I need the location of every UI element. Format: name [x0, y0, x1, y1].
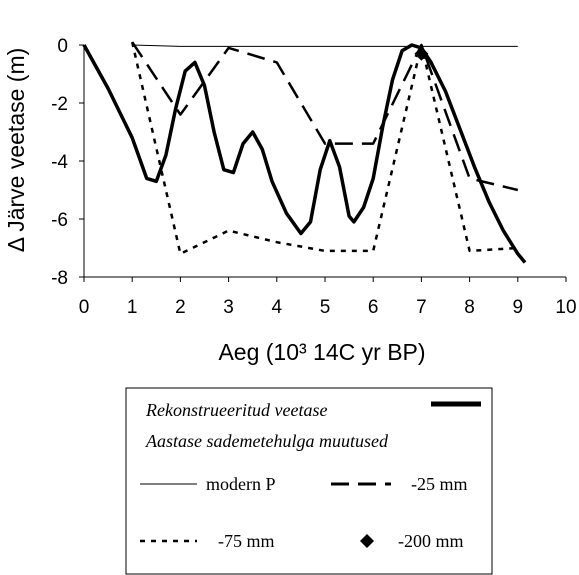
y-tick-label: 0 [57, 36, 68, 57]
x-tick-label: 2 [175, 297, 186, 318]
x-tick-label: 7 [416, 297, 427, 318]
x-tick-label: 0 [79, 297, 90, 318]
legend-swatch-200mm-diamond [360, 534, 374, 548]
legend-title-line-2: Aastase sademetehulga muutused [145, 431, 389, 451]
series-25-mm-line [131, 41, 519, 192]
legend-box [125, 387, 493, 575]
series-75-mm-line [130, 41, 518, 256]
tick-labels: 0 1 2 3 4 5 6 7 8 9 10 0 -2 -4 -6 -8 [51, 36, 576, 318]
legend-title-line-1: Rekonstrueeritud veetase [145, 400, 327, 420]
axes [79, 44, 567, 282]
x-tick-label: 9 [513, 297, 524, 318]
x-tick-label: 3 [223, 297, 234, 318]
x-tick-label: 1 [127, 297, 138, 318]
series-modern-p-line [132, 44, 518, 47]
x-tick-label: 4 [272, 297, 283, 318]
legend-label-25mm: -25 mm [411, 474, 468, 494]
x-axis-label: Aeg (10³ 14C yr BP) [218, 339, 425, 365]
y-tick-label: -8 [51, 268, 68, 289]
x-tick-label: 8 [464, 297, 475, 318]
x-tick-label: 10 [555, 297, 576, 318]
legend-label-200mm: -200 mm [398, 531, 464, 551]
y-tick-label: -6 [51, 210, 68, 231]
x-tick-label: 6 [368, 297, 379, 318]
legend-label-75mm: -75 mm [218, 531, 275, 551]
legend-label-modern-p: modern P [206, 474, 276, 494]
series-rekonstrueeritud-veetase-line [82, 43, 527, 264]
y-axis-label: Δ Järve veetase (m) [3, 48, 29, 253]
y-tick-label: -4 [51, 152, 68, 173]
legend: Rekonstrueeritud veetase Aastase sademet… [125, 387, 493, 575]
series-layer [82, 41, 527, 264]
y-tick-label: -2 [51, 94, 68, 115]
x-tick-label: 5 [320, 297, 331, 318]
series-200-mm-point [414, 46, 429, 61]
